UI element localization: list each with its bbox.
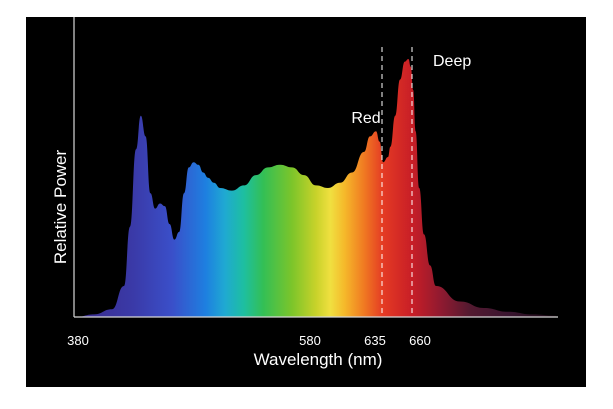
tick-label-580: 580 xyxy=(299,333,321,348)
chart-panel: 380 580 635 660 Wavelength (nm) Relative… xyxy=(26,17,586,387)
marker-layer xyxy=(381,47,413,317)
spectrum-area xyxy=(76,59,556,317)
annotation-red: Red xyxy=(351,110,380,127)
tick-label-380: 380 xyxy=(67,333,89,348)
y-axis-label: Relative Power xyxy=(51,149,70,264)
tick-label-635: 635 xyxy=(364,333,386,348)
annotation-deep: Deep xyxy=(433,53,471,70)
spectrum-chart: 380 580 635 660 Wavelength (nm) Relative… xyxy=(51,17,558,369)
x-axis-label: Wavelength (nm) xyxy=(254,350,383,369)
tick-label-660: 660 xyxy=(409,333,431,348)
area-layer xyxy=(76,59,556,317)
